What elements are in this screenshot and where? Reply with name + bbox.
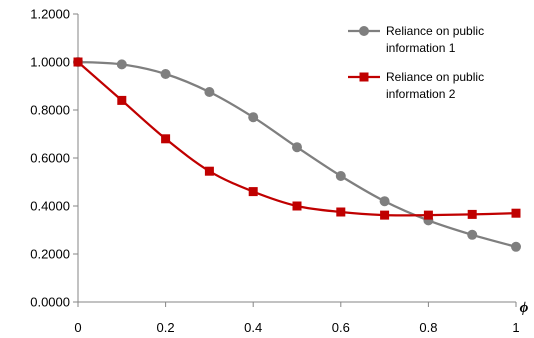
series-2-point xyxy=(336,207,346,217)
y-tick-label: 0.8000 xyxy=(30,103,70,118)
series-1-point xyxy=(116,59,127,70)
x-tick-label: 0.4 xyxy=(244,320,262,335)
y-tick-label: 0.6000 xyxy=(30,151,70,166)
legend-swatch-marker xyxy=(359,72,369,82)
series-1-point xyxy=(511,241,521,252)
x-tick-label: 0 xyxy=(74,320,81,335)
legend-label: information 2 xyxy=(386,87,456,101)
y-tick-label: 1.0000 xyxy=(30,55,70,70)
series-1-point xyxy=(204,87,215,97)
series-2-point xyxy=(161,134,171,144)
series-1-point xyxy=(467,229,478,240)
series-2-point xyxy=(117,95,127,105)
x-axis-label: ϕ xyxy=(520,300,529,316)
series-2-point xyxy=(511,208,521,218)
series-2 xyxy=(73,57,521,220)
x-tick-label: 0.8 xyxy=(419,320,437,335)
x-tick-label: 0.2 xyxy=(157,320,175,335)
axes: 0.0000 0.2000 0.4000 0.6000 0.8000 1.0000 1.20… xyxy=(30,7,528,336)
legend-item-1: Reliance on public information 1 xyxy=(348,24,484,55)
series-2-point xyxy=(467,209,477,219)
legend-label: Reliance on public xyxy=(386,24,484,38)
legend-swatch-marker xyxy=(359,26,369,36)
series-group xyxy=(73,57,521,252)
series-2-point xyxy=(423,210,433,220)
series-1-point xyxy=(248,112,259,123)
series-2-point xyxy=(204,166,214,176)
series-2-point xyxy=(248,187,258,197)
y-tick-label: 1.2000 xyxy=(30,7,70,22)
legend-label: information 1 xyxy=(386,41,456,55)
series-1-point xyxy=(292,142,302,153)
x-tick-label: 1 xyxy=(512,320,519,335)
legend-label: Reliance on public xyxy=(386,70,484,84)
series-1-point xyxy=(379,196,390,207)
series-2-point xyxy=(380,210,390,220)
series-1-point xyxy=(160,69,171,79)
y-tick-label: 0.0000 xyxy=(30,295,70,310)
series-2-line xyxy=(77,61,517,217)
x-tick-label: 0.6 xyxy=(332,320,350,335)
series-2-point xyxy=(73,57,83,67)
legend-item-2: Reliance on public information 2 xyxy=(348,70,484,101)
y-tick-label: 0.4000 xyxy=(30,199,70,214)
series-1-point xyxy=(335,171,346,181)
series-2-point xyxy=(292,201,302,211)
y-tick-label: 0.2000 xyxy=(30,247,70,262)
